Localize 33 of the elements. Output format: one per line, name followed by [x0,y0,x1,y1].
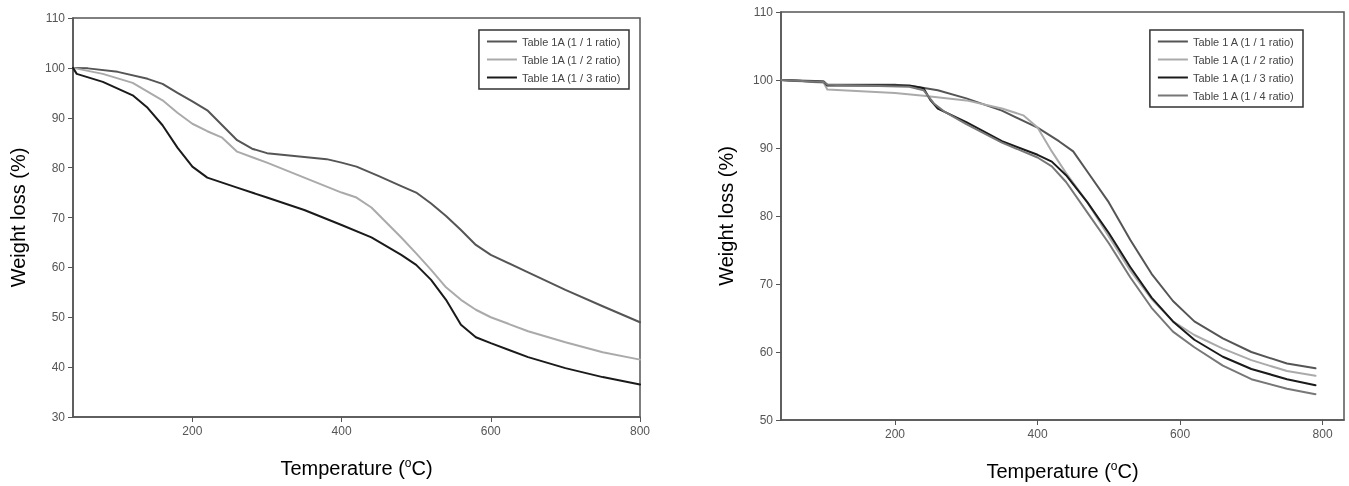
x-tick-label: 400 [331,424,352,438]
y-tick-label: 110 [753,5,774,19]
x-tick-label: 800 [629,424,651,438]
y-tick-label: 60 [51,260,66,275]
x-tick-label: 200 [885,427,906,441]
x-tick-label: 600 [480,424,502,438]
y-tick-label: 90 [759,141,774,155]
legend-label: Table 1A (1 / 1 ratio) [521,35,621,48]
legend-label: Table 1 A (1 / 3 ratio) [1192,71,1294,84]
y-tick-label: 90 [51,110,66,125]
x-tick-label: 200 [182,424,203,438]
legend-label: Table 1A (1 / 3 ratio) [521,71,621,84]
legend-label: Table 1A (1 / 2 ratio) [521,53,621,66]
x-tick-label: 600 [1170,427,1191,441]
y-tick-label: 80 [51,160,66,175]
y-tick-label: 50 [51,310,66,325]
y-tick-label: 100 [752,73,774,87]
y-tick-label: 70 [51,210,66,225]
x-tick-label: 800 [1312,427,1333,441]
y-tick-label: 70 [759,277,774,291]
y-axis-title: Weight loss (%) [715,146,737,286]
legend-label: Table 1 A (1 / 4 ratio) [1192,89,1294,102]
legend-label: Table 1 A (1 / 1 ratio) [1192,35,1294,48]
y-tick-label: 30 [51,410,66,424]
x-tick-label: 400 [1027,427,1048,441]
y-tick-label: 80 [759,209,774,223]
y-tick-label: 110 [45,11,66,25]
y-tick-label: 60 [759,345,774,359]
legend-label: Table 1 A (1 / 2 ratio) [1192,53,1294,66]
y-axis-title: Weight loss (%) [7,147,29,288]
y-tick-label: 100 [44,60,66,75]
y-tick-label: 50 [759,413,774,427]
y-tick-label: 40 [51,360,66,375]
